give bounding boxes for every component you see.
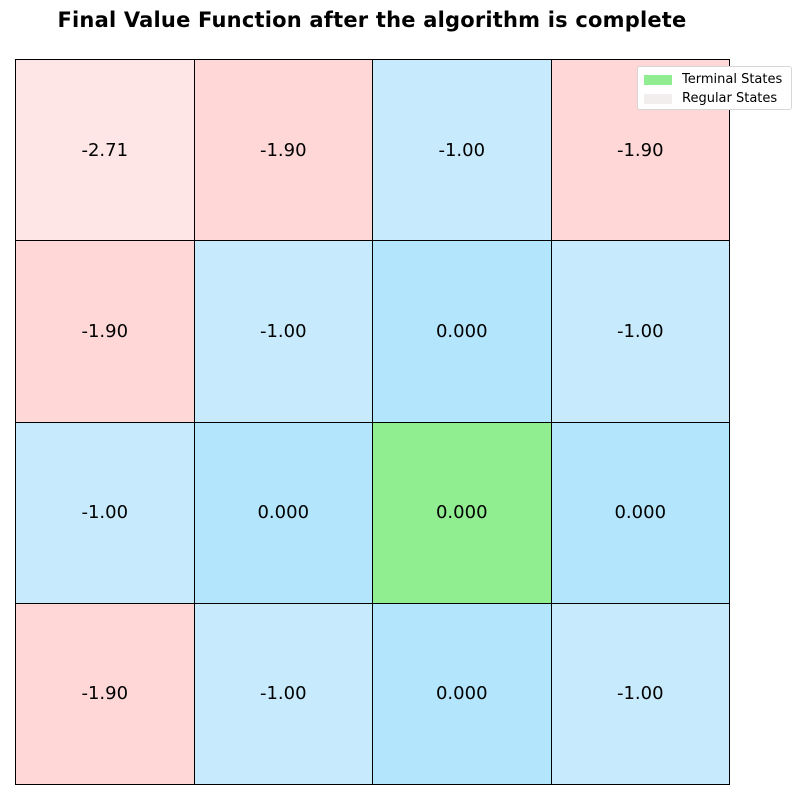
cell-value-label: 0.000 [435, 320, 488, 342]
cell-value-label: -1.00 [81, 502, 129, 524]
cell-value-label: -1.90 [616, 139, 664, 161]
cell-value-label: -1.00 [259, 320, 307, 342]
grid-cell-r2-c1: 0.000 [193, 421, 372, 603]
cell-value-label: -1.00 [616, 320, 664, 342]
cell-value-label: -1.00 [438, 139, 486, 161]
grid-cell-r1-c0: -1.90 [15, 240, 194, 422]
grid-cell-r3-c3: -1.00 [550, 602, 729, 784]
grid-cell-r3-c0: -1.90 [15, 602, 194, 784]
chart-title: Final Value Function after the algorithm… [57, 8, 687, 32]
cell-value-label: -1.00 [616, 683, 664, 705]
grid-cell-r3-c1: -1.00 [193, 602, 372, 784]
legend-swatch-terminal [644, 74, 672, 85]
cell-value-label: -2.71 [81, 139, 129, 161]
cell-value-label: 0.000 [435, 502, 488, 524]
grid-cell-r3-c2: 0.000 [372, 602, 551, 784]
grid-cell-r2-c3: 0.000 [550, 421, 729, 603]
legend-entry-regular: Regular States [644, 89, 785, 108]
cell-value-label: -1.90 [259, 139, 307, 161]
legend-swatch-regular [644, 93, 672, 104]
grid-cell-r0-c2: -1.00 [372, 59, 551, 241]
value-function-grid: -2.71 -1.90 -1.00 -1.90 -1.90 -1.00 0.000 -1.00… [15, 59, 730, 785]
grid-cell-r0-c1: -1.90 [193, 59, 372, 241]
cell-value-label: -1.90 [81, 683, 129, 705]
cell-value-label: -1.00 [259, 683, 307, 705]
cell-value-label: 0.000 [614, 502, 667, 524]
grid-cell-r2-c2: 0.000 [372, 421, 551, 603]
cell-value-label: 0.000 [435, 683, 488, 705]
cell-value-label: -1.90 [81, 320, 129, 342]
legend-entry-terminal: Terminal States [644, 70, 785, 89]
legend-label-regular: Regular States [682, 91, 778, 106]
legend-label-terminal: Terminal States [682, 72, 783, 87]
grid-cell-r1-c1: -1.00 [193, 240, 372, 422]
cell-value-label: 0.000 [257, 502, 310, 524]
grid-cell-r0-c0: -2.71 [15, 59, 194, 241]
grid-cell-r2-c0: -1.00 [15, 421, 194, 603]
grid-cell-r1-c3: -1.00 [550, 240, 729, 422]
legend: Terminal States Regular States [637, 66, 792, 110]
grid-cell-r1-c2: 0.000 [372, 240, 551, 422]
